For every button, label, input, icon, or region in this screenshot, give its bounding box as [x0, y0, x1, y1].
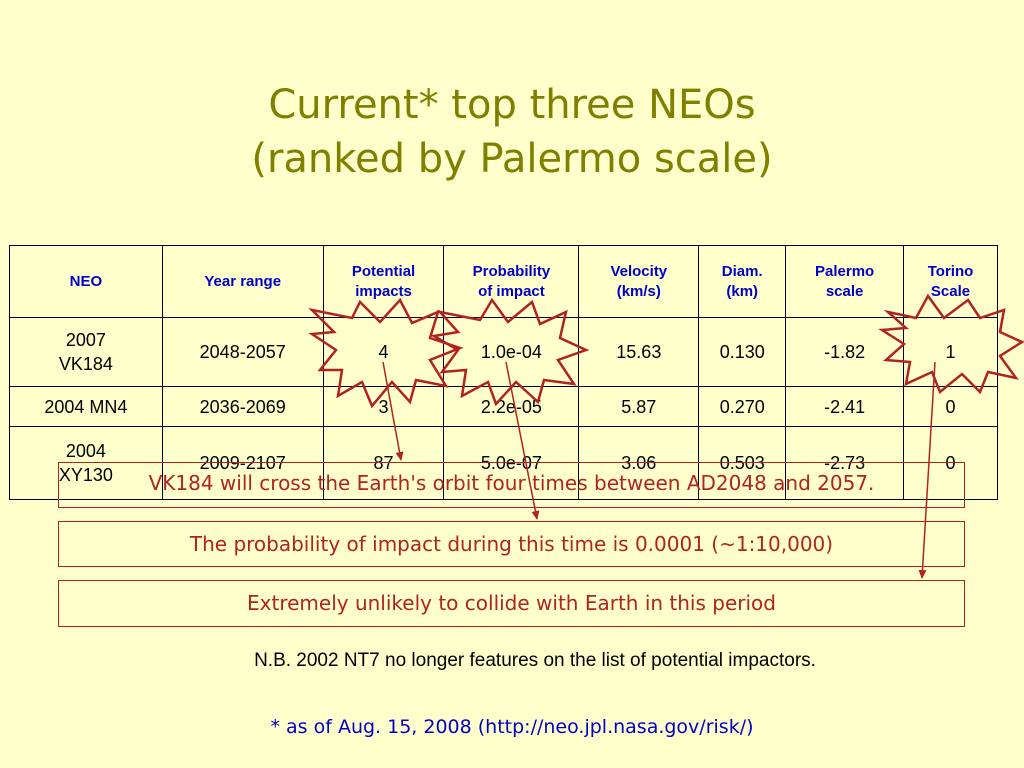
header-year-range: Year range: [161, 245, 324, 318]
header-diameter: Diam. (km): [698, 245, 787, 318]
cell-probability: 1.0e-04: [443, 317, 580, 387]
table-row: 2007 VK184 2048-2057 4 1.0e-04 15.63 0.13…: [9, 317, 998, 387]
table-row: 2004 XY130 2009-2107 87 5.0e-07 3.06 0.50…: [9, 426, 998, 500]
header-probability: Probability of impact: [443, 245, 580, 318]
cell-torino: 0: [903, 426, 998, 500]
cell-torino: 0: [903, 386, 998, 427]
cell-diameter: 0.270: [698, 386, 787, 427]
title-line-2: (ranked by Palermo scale): [251, 136, 773, 182]
callout-unlikely-collision: Extremely unlikely to collide with Earth…: [58, 580, 965, 627]
table-row: 2004 MN4 2036-2069 3 2.2e-05 5.87 0.270 …: [9, 386, 998, 427]
header-palermo: Palermo scale: [785, 245, 905, 318]
header-potential-impacts: Potential impacts: [322, 245, 445, 318]
cell-year-range: 2048-2057: [161, 317, 324, 387]
cell-velocity: 5.87: [578, 386, 700, 427]
cell-diameter: 0.503: [698, 426, 787, 500]
header-torino: Torino Scale: [903, 245, 998, 318]
callout-impact-probability: The probability of impact during this ti…: [58, 521, 965, 567]
cell-probability: 2.2e-05: [443, 386, 580, 427]
cell-potential-impacts: 3: [322, 386, 445, 427]
cell-year-range: 2036-2069: [161, 386, 324, 427]
title-line-1: Current* top three NEOs: [268, 82, 756, 128]
nb-note: N.B. 2002 NT7 no longer features on the …: [254, 650, 816, 671]
table-header-row: NEO Year range Potential impacts Probabil…: [9, 245, 998, 318]
callout-orbit-crossing: VK184 will cross the Earth's orbit four …: [58, 462, 965, 508]
cell-palermo: -1.82: [785, 317, 905, 387]
cell-neo: 2004 XY130: [9, 426, 163, 500]
cell-velocity: 3.06: [578, 426, 700, 500]
cell-potential-impacts: 4: [322, 317, 445, 387]
header-velocity: Velocity (km/s): [578, 245, 700, 318]
slide-title: Current* top three NEOs (ranked by Paler…: [0, 78, 1024, 186]
cell-palermo: -2.73: [785, 426, 905, 500]
cell-torino: 1: [903, 317, 998, 387]
cell-year-range: 2009-2107: [161, 426, 324, 500]
header-neo: NEO: [9, 245, 163, 318]
cell-neo: 2007 VK184: [9, 317, 163, 387]
cell-palermo: -2.41: [785, 386, 905, 427]
footnote: * as of Aug. 15, 2008 (http://neo.jpl.na…: [270, 716, 754, 738]
cell-diameter: 0.130: [698, 317, 787, 387]
cell-neo: 2004 MN4: [9, 386, 163, 427]
cell-velocity: 15.63: [578, 317, 700, 387]
